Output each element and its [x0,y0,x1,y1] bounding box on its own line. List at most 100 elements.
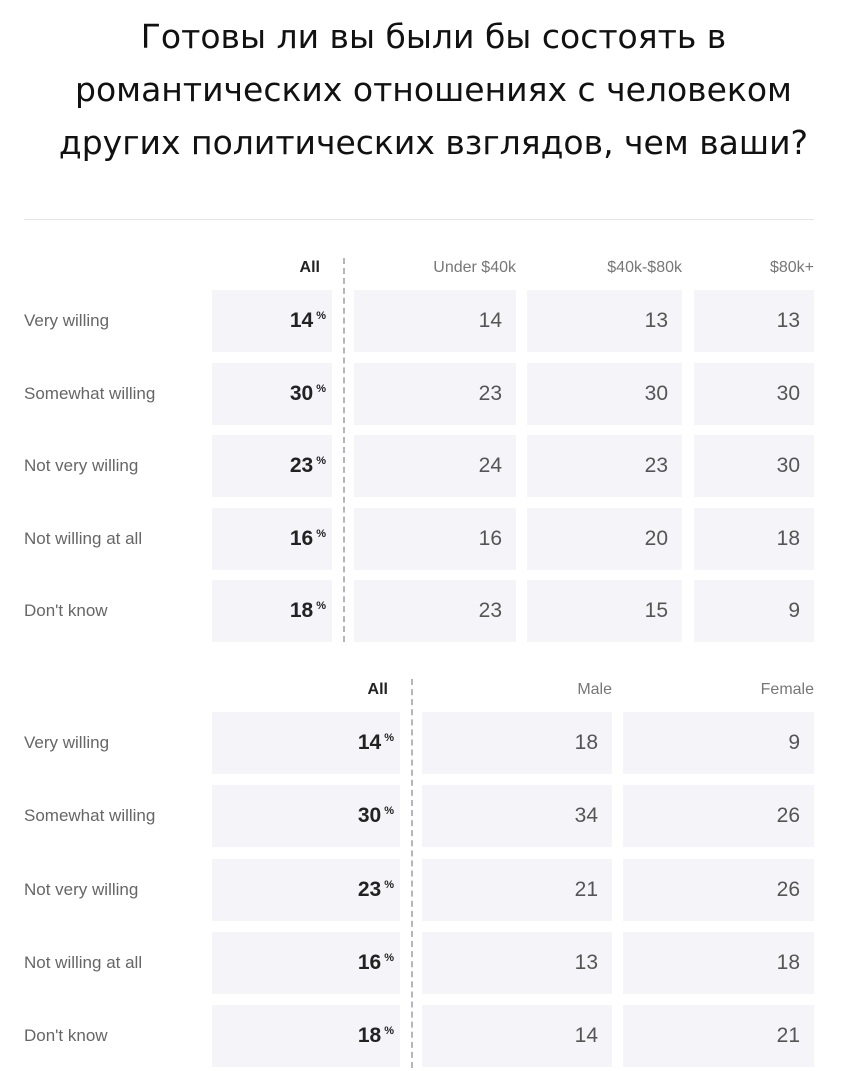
cell-value: 30 [644,382,668,405]
income-table-row-label: Don't know [24,601,108,620]
cell-value: 14 [357,731,382,754]
percent-sign: % [316,455,326,467]
income-table-cell: 13 [527,290,682,352]
cell-value: 9 [788,599,800,622]
income-table-cell: 23% [212,435,332,497]
gender-table-cell: 14 [422,1005,612,1067]
percent-sign: % [384,952,394,964]
gender-table-cell: 26 [623,785,814,847]
cell-value: 30 [776,454,800,477]
cell-value: 23 [357,878,382,901]
income-table-cell: 15 [527,580,682,642]
cell-value: 16 [357,951,382,974]
gender-table-header-1: Male [577,681,612,698]
cell-value: 18 [289,599,314,622]
gender-table-row-label: Somewhat willing [24,806,156,825]
percent-sign: % [316,383,326,395]
income-table-cell: 23 [354,363,516,425]
cell-value: 30 [289,382,314,405]
cell-value: 9 [788,731,800,754]
gender-table-cell: 21 [623,1005,814,1067]
percent-sign: % [316,600,326,612]
cell-value: 16 [478,527,502,550]
cell-value: 18 [776,951,800,974]
income-table-header-3: $80k+ [769,259,814,276]
chart-title: Готовы ли вы были бы состоять в романтич… [58,17,809,162]
cell-value: 16 [289,527,314,550]
gender-table-cell: 21 [422,859,612,921]
gender-table-header-0: All [367,681,388,698]
cell-value: 18 [776,527,800,550]
gender-table-cell: 23% [212,859,400,921]
percent-sign: % [384,805,394,817]
percent-sign: % [384,732,394,744]
cell-value: 30 [776,382,800,405]
gender-table-cell: 34 [422,785,612,847]
cell-value: 13 [644,309,668,332]
income-table-cell: 9 [694,580,814,642]
cell-value: 23 [644,454,668,477]
title-divider [24,219,814,220]
income-table-cell: 13 [694,290,814,352]
gender-table-all-divider [411,679,413,1068]
cell-value: 21 [776,1024,800,1047]
cell-value: 26 [776,804,800,827]
income-table-cell: 30 [527,363,682,425]
income-table-header-1: Under $40k [433,259,516,276]
cell-value: 23 [289,454,314,477]
gender-table-row-label: Not willing at all [24,953,143,972]
income-table-row-label: Not willing at all [24,529,143,548]
income-table-row-label: Somewhat willing [24,384,156,403]
cell-value: 13 [574,951,598,974]
income-table-cell: 16% [212,508,332,570]
cell-value: 24 [478,454,502,477]
gender-table-cell: 14% [212,712,400,774]
percent-sign: % [384,1025,394,1037]
cell-value: 30 [357,804,382,827]
cell-value: 23 [478,599,502,622]
gender-table-cell: 16% [212,932,400,994]
percent-sign: % [316,310,326,322]
income-table-cell: 23 [354,580,516,642]
income-table-cell: 14 [354,290,516,352]
income-table-header-0: All [299,259,320,276]
gender-table-cell: 30% [212,785,400,847]
income-table-cell: 20 [527,508,682,570]
cell-value: 23 [478,382,502,405]
income-table-all-divider [343,258,345,642]
cell-value: 14 [289,309,314,332]
income-table-cell: 14% [212,290,332,352]
gender-table-row-label: Very willing [24,733,110,752]
gender-table-cell: 18% [212,1005,400,1067]
cell-value: 15 [644,599,668,622]
cell-value: 13 [776,309,800,332]
gender-table-row-label: Not very willing [24,880,139,899]
income-table-row-label: Very willing [24,311,110,330]
cell-value: 14 [478,309,502,332]
income-table-cell: 30 [694,435,814,497]
cell-value: 34 [574,804,598,827]
percent-sign: % [384,879,394,891]
cell-value: 21 [574,878,598,901]
gender-table-cell: 18 [623,932,814,994]
gender-table-cell: 26 [623,859,814,921]
gender-table-cell: 13 [422,932,612,994]
income-table-cell: 18 [694,508,814,570]
income-table-row-label: Not very willing [24,456,139,475]
cell-value: 20 [644,527,668,550]
income-table-header-2: $40k-$80k [607,259,682,276]
income-table-cell: 30 [694,363,814,425]
income-table-cell: 30% [212,363,332,425]
gender-table-cell: 18 [422,712,612,774]
income-table-cell: 24 [354,435,516,497]
gender-table-cell: 9 [623,712,814,774]
percent-sign: % [316,528,326,540]
income-table-cell: 18% [212,580,332,642]
gender-table-row-label: Don't know [24,1026,108,1045]
cell-value: 18 [574,731,598,754]
cell-value: 18 [357,1024,382,1047]
income-table-cell: 16 [354,508,516,570]
gender-table-header-2: Female [760,681,814,698]
income-table-cell: 23 [527,435,682,497]
cell-value: 26 [776,878,800,901]
